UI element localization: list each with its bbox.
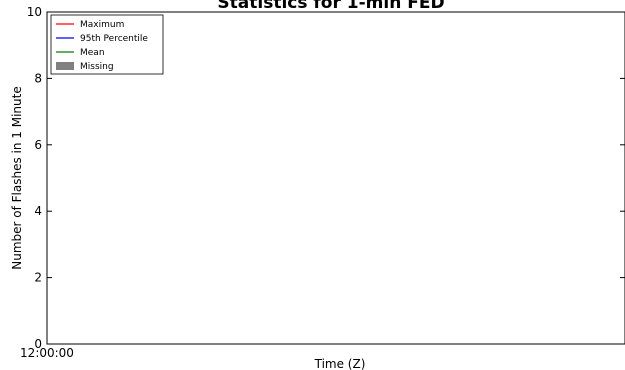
legend-label: Mean xyxy=(80,48,105,58)
y-axis-label: Number of Flashes in 1 Minute xyxy=(10,86,24,270)
legend: Maximum 95th Percentile Mean Missing xyxy=(50,14,164,75)
legend-entries: Maximum 95th Percentile Mean Missing xyxy=(56,20,148,72)
legend-label: 95th Percentile xyxy=(80,34,148,44)
y-tick-label: 8 xyxy=(34,71,42,85)
legend-label: Missing xyxy=(80,62,114,72)
chart-title: Statistics for 1-min FED xyxy=(217,0,444,13)
x-axis: 12:00:0015:00:0018:00:0021:00:0000:00:00… xyxy=(20,12,74,360)
y-axis: 0 2 4 6 8 10 xyxy=(27,5,625,351)
x-axis-label: Time (Z) xyxy=(314,357,366,370)
plot-frame xyxy=(46,11,625,345)
y-tick-label: 0 xyxy=(34,337,42,351)
legend-swatch-missing xyxy=(56,62,74,70)
legend-label: Maximum xyxy=(80,20,124,30)
y-tick-label: 10 xyxy=(27,5,42,19)
y-tick-label: 6 xyxy=(34,138,42,152)
x-tick-label: 12:00:00 xyxy=(20,346,74,360)
y-tick-label: 4 xyxy=(34,204,42,218)
y-tick-label: 2 xyxy=(34,271,42,285)
